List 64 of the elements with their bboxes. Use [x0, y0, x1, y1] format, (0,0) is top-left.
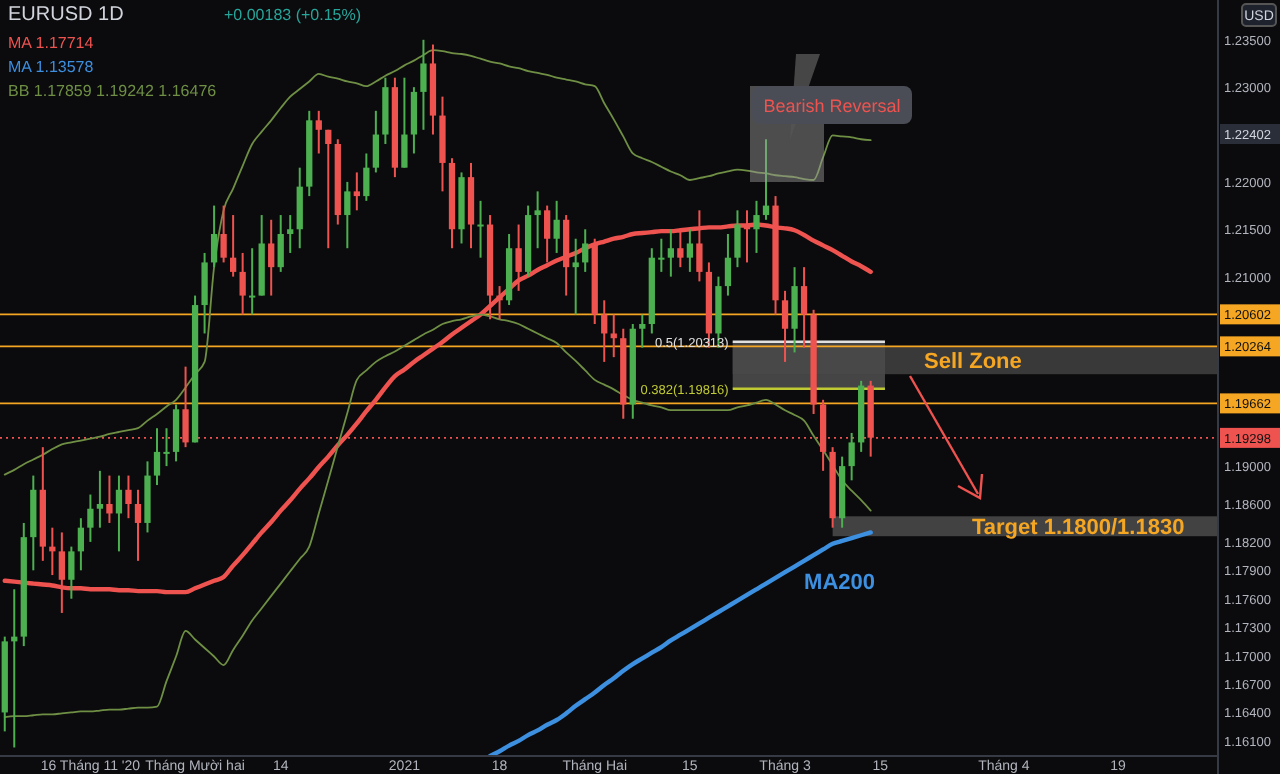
series-label: MA200 [804, 570, 876, 595]
candlestick [582, 228, 589, 273]
candlestick [363, 152, 370, 202]
candlestick [77, 517, 85, 572]
candlestick [734, 209, 741, 269]
candlestick [686, 228, 694, 273]
candlestick [781, 289, 789, 363]
candlestick [639, 313, 646, 349]
candlestick [134, 488, 142, 562]
band-label: Target 1.1800/1.1830 [972, 516, 1185, 541]
candlestick [172, 403, 180, 463]
candlestick [724, 233, 732, 297]
candlestick [667, 228, 674, 278]
candlestick [420, 38, 427, 131]
candlestick [601, 299, 608, 363]
annotation: +0.00183 (+0.15%) [224, 6, 362, 24]
candlestick [791, 266, 798, 354]
candlestick [144, 460, 151, 534]
candlestick [401, 76, 408, 169]
annotation: MA 1.17714 [8, 34, 95, 52]
candlestick [325, 128, 332, 250]
candlestick [287, 214, 294, 254]
candlestick [315, 109, 322, 155]
candlestick [534, 190, 541, 250]
candlestick [800, 266, 808, 349]
candlestick [439, 95, 446, 193]
candlestick [753, 199, 760, 254]
candlestick [210, 204, 218, 269]
candlestick [249, 247, 256, 316]
candlestick [268, 218, 275, 297]
candlestick [115, 474, 123, 553]
candlestick [220, 204, 227, 264]
candlestick [106, 474, 113, 524]
candlestick [201, 251, 208, 335]
candlestick [553, 199, 560, 254]
candlestick [848, 431, 855, 482]
candlestick [68, 545, 75, 600]
candlestick [296, 166, 303, 250]
candlestick [96, 469, 104, 529]
candlestick [125, 474, 132, 520]
candlestick [382, 76, 389, 145]
annotation: MA 1.13578 [8, 58, 95, 76]
line-series [487, 530, 873, 756]
candlestick [762, 138, 770, 221]
candlestick [344, 180, 351, 250]
candlestick [87, 493, 94, 543]
candlestick [467, 161, 475, 250]
candlestick [572, 237, 579, 316]
candlestick [372, 109, 380, 174]
candlestick [677, 228, 684, 269]
candlestick [496, 285, 503, 321]
candlestick [229, 214, 237, 278]
candlestick [30, 474, 37, 572]
candlestick [410, 86, 418, 155]
annotation: Bearish Reversal [763, 96, 901, 116]
candlestick [277, 214, 284, 273]
candlestick [477, 199, 484, 259]
candlestick [610, 313, 617, 359]
band-label: Sell Zone [924, 350, 1022, 375]
candlestick [353, 171, 360, 212]
annotation: EURUSD 1D [8, 4, 124, 26]
line-series [3, 313, 872, 719]
annotation: BB 1.17859 1.19242 1.16476 [8, 82, 218, 100]
candlestick [239, 251, 246, 316]
